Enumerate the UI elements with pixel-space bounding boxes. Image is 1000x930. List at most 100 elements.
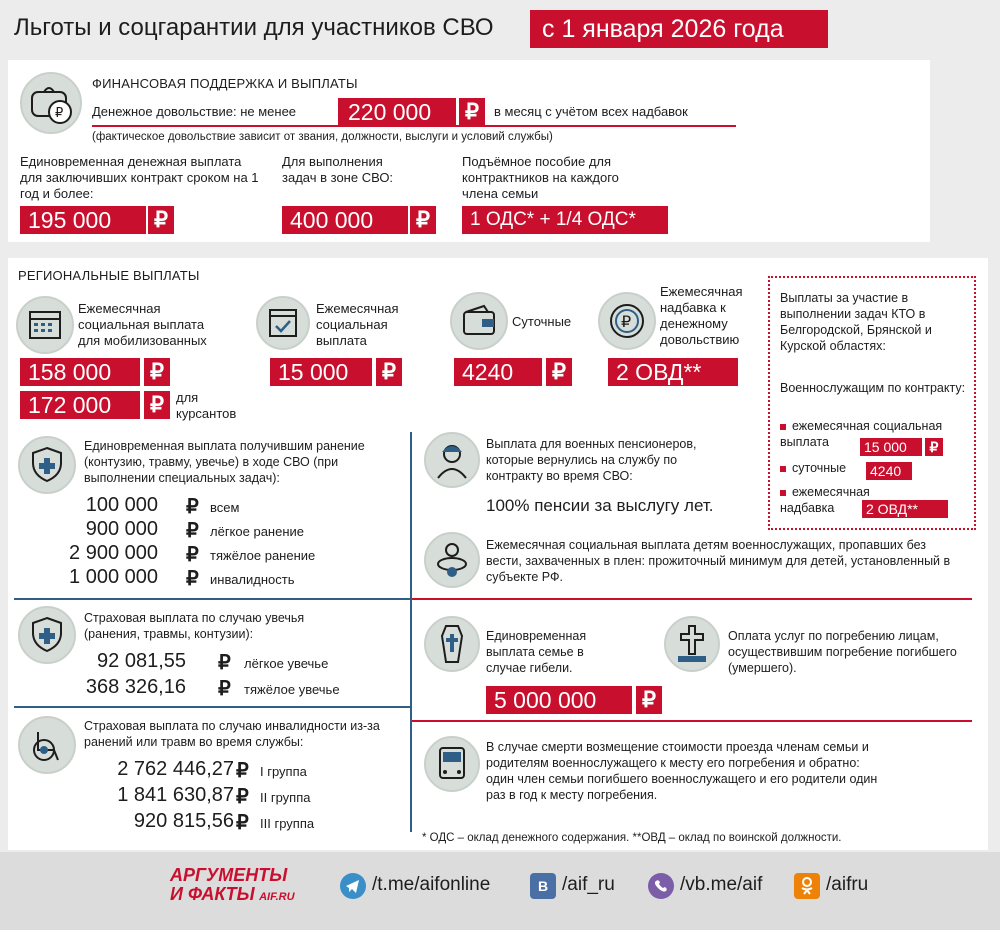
ruble-icon: ₽: [186, 520, 199, 542]
viber-icon: [648, 873, 674, 899]
lump-label: Единовременная денежная выплата для закл…: [20, 154, 259, 201]
pacifier-icon: [424, 532, 480, 588]
injury-row-label: всем: [210, 500, 240, 515]
injury-amount: 1 000 000: [69, 566, 158, 588]
regional-heading: РЕГИОНАЛЬНЫЕ ВЫПЛАТЫ: [18, 268, 200, 283]
lifting-value: 1 ОДС* + 1/4 ОДС*: [462, 206, 668, 234]
row-divider: [14, 706, 410, 708]
allowance-underline: [92, 125, 736, 127]
wallet-icon: ₽: [20, 72, 82, 134]
cadets-value: 172 000: [20, 391, 140, 419]
kto-item-value: 2 ОВД**: [862, 500, 948, 518]
monthly-value: 15 000: [270, 358, 372, 386]
logo-line1: АРГУМЕНТЫ: [170, 865, 288, 885]
soldier-icon: [424, 432, 480, 488]
medical-shield-icon: [18, 436, 76, 494]
allowance-suffix: в месяц с учётом всех надбавок: [494, 104, 688, 119]
injury-title: Единовременная выплата получившим ранени…: [84, 439, 365, 485]
date-badge: с 1 января 2026 года: [530, 10, 828, 48]
financial-heading: ФИНАНСОВАЯ ПОДДЕРЖКА И ВЫПЛАТЫ: [92, 76, 358, 91]
kto-item: суточные: [780, 460, 846, 476]
insurance-amount: 92 081,55: [97, 650, 186, 672]
kto-item: ежемесячная надбавка: [780, 484, 880, 516]
vk-icon: В: [530, 873, 556, 899]
pensioners-value: 100% пенсии за выслугу лет.: [486, 496, 714, 515]
allowance-value: 220 000: [338, 98, 456, 126]
pensioners-title: Выплата для военных пенсионеров, которые…: [486, 437, 697, 483]
ruble-icon: ₽: [636, 686, 662, 714]
tasks-value: 400 000: [282, 206, 408, 234]
svg-text:₽: ₽: [55, 106, 63, 121]
vk-link-text: /aif_ru: [562, 874, 615, 895]
footer-bar: [0, 852, 1000, 930]
logo-domain: AIF.RU: [259, 891, 295, 903]
money-wallet-icon: [450, 292, 508, 350]
disability-row-label: III группа: [260, 816, 315, 831]
bonus-value: 2 ОВД**: [608, 358, 738, 386]
disability-amount: 2 762 446,27: [117, 758, 234, 780]
travel-text: В случае смерти возмещение стоимости про…: [486, 740, 878, 802]
death-value: 5 000 000: [486, 686, 632, 714]
kto-title: Выплаты за участие в выполнении задач КТ…: [780, 291, 932, 353]
injury-amount: 100 000: [85, 494, 158, 516]
ruble-icon: ₽: [236, 786, 249, 808]
insurance-row-label: тяжёлое увечье: [244, 682, 340, 697]
kto-item-value: 4240: [866, 462, 912, 480]
kto-item-label: ежемесячная социальная выплата: [780, 419, 943, 449]
ruble-icon: ₽: [186, 544, 199, 566]
wheelchair-icon: [18, 716, 76, 774]
bus-icon: [424, 736, 480, 792]
bullet-icon: [780, 489, 786, 496]
injury-amount: 900 000: [85, 518, 158, 540]
ruble-icon: ₽: [186, 568, 199, 590]
ruble-coin-icon: ₽: [598, 292, 656, 350]
regional-card: [8, 258, 988, 850]
injury-row-label: лёгкое ранение: [210, 524, 305, 539]
ruble-icon: ₽: [459, 98, 485, 126]
page-title: Льготы и соцгарантии для участников СВО: [14, 14, 494, 41]
insurance-row-label: лёгкое увечье: [244, 656, 329, 671]
ok-link-text: /aifru: [826, 874, 869, 895]
allowance-label: Денежное довольствие: не менее: [92, 104, 297, 119]
kto-item-label: ежемесячная надбавка: [780, 485, 870, 515]
ruble-icon: ₽: [236, 760, 249, 782]
mobilized-label: Ежемесячная социальная выплата для мобил…: [78, 301, 207, 348]
calendar-check-icon: [256, 296, 310, 350]
ruble-icon: ₽: [236, 812, 249, 834]
viber-link-text: /vb.me/aif: [680, 874, 763, 895]
bonus-label: Ежемесячная надбавка к денежному довольс…: [660, 284, 743, 347]
monthly-label: Ежемесячная социальная выплата: [316, 301, 399, 348]
svg-text:₽: ₽: [621, 312, 631, 331]
mobilized-value: 158 000: [20, 358, 140, 386]
grave-cross-icon: [664, 616, 720, 672]
disability-row-label: I группа: [260, 764, 307, 779]
bullet-icon: [780, 465, 786, 472]
injury-amount: 2 900 000: [69, 542, 158, 564]
kto-item-value: 15 000: [860, 438, 922, 456]
disability-row-label: II группа: [260, 790, 311, 805]
aif-logo[interactable]: АРГУМЕНТЫ И ФАКТЫ AIF.RU: [170, 866, 320, 910]
ruble-icon: ₽: [186, 496, 199, 518]
lifting-label: Подъёмное пособие для контрактников на к…: [462, 154, 619, 201]
bullet-icon: [780, 423, 786, 430]
telegram-icon: [340, 873, 366, 899]
ruble-icon: ₽: [925, 438, 943, 456]
disability-amount: 920 815,56: [133, 810, 234, 832]
injury-row-label: инвалидность: [210, 572, 295, 587]
medical-shield-icon: [18, 606, 76, 664]
cadets-label: для курсантов: [176, 390, 237, 421]
logo-line2: И ФАКТЫ: [170, 884, 255, 904]
children-text: Ежемесячная социальная выплата детям вое…: [486, 538, 951, 584]
coffin-icon: [424, 616, 480, 672]
ruble-icon: ₽: [376, 358, 402, 386]
daily-value: 4240: [454, 358, 542, 386]
ruble-icon: ₽: [218, 652, 231, 674]
ruble-icon: ₽: [546, 358, 572, 386]
tasks-label: Для выполнения задач в зоне СВО:: [282, 154, 394, 185]
kto-item-label: суточные: [792, 461, 847, 475]
allowance-note: (фактическое довольствие зависит от зван…: [92, 131, 553, 143]
kto-subtitle: Военнослужащим по контракту:: [780, 381, 966, 395]
kto-item: ежемесячная социальная выплата: [780, 418, 960, 450]
injury-row-label: тяжёлое ранение: [210, 548, 316, 563]
disability-title: Страховая выплата по случаю инвалидности…: [84, 719, 380, 749]
